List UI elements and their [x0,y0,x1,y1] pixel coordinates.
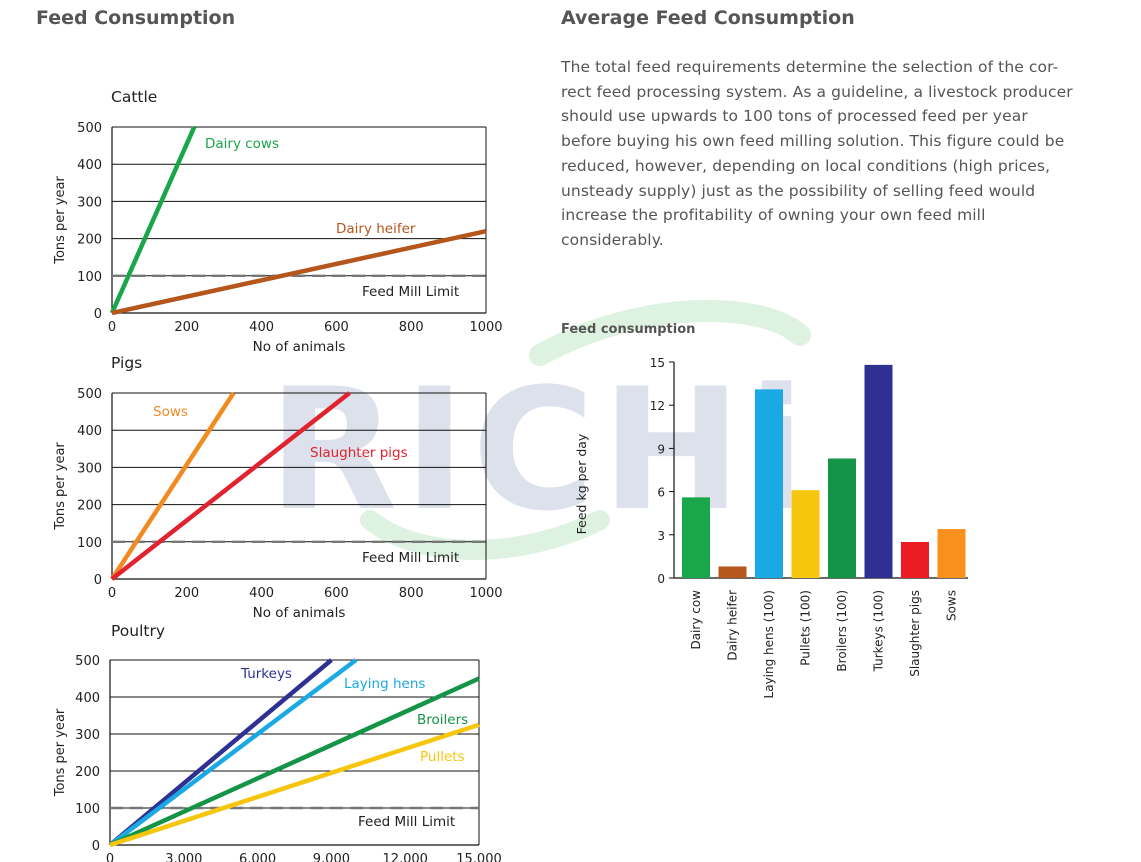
poultry-chart: Poultry 0 100 200 300 400 500 0 3,000 6,000 9,000 1… [53,622,502,862]
series-line-sows [110,391,236,581]
series-line-broilers [109,676,480,848]
bar-y-tick-label: 12 [650,399,665,413]
bar-category-label: Sows [945,590,959,621]
y-tick-label: 400 [75,691,100,706]
x-tick-label: 0 [108,320,116,335]
cattle-chart: Cattle 0 100 200 300 400 500 0 200 400 600 800 1000 N… [53,88,503,355]
series-line-dairy-heifer [111,228,487,316]
pigs-chart-title: Pigs [111,354,142,372]
bar-category-label: Laying hens (100) [762,590,776,698]
bar-y-tick-label: 0 [657,572,665,586]
x-tick-label: 0 [106,852,114,862]
bar-category-label: Slaughter pigs [908,590,922,677]
y-tick-label: 0 [94,573,102,588]
y-tick-label: 0 [92,839,100,854]
x-tick-label: 200 [174,586,199,601]
series-line-turkeys [108,658,333,847]
pigs-chart: Pigs 0 100 200 300 400 500 0 200 400 600 800 1000 No … [53,354,503,621]
feed-mill-limit-label: Feed Mill Limit [362,550,459,566]
left-section-heading: Feed Consumption [36,7,236,29]
y-tick-label: 300 [77,195,102,210]
bar-category-label: Dairy cow [689,590,703,650]
y-tick-label: 300 [77,461,102,476]
y-tick-label: 200 [77,233,102,248]
bar-y-tick-label: 15 [650,356,665,370]
x-tick-label: 800 [399,586,424,601]
x-tick-label: 600 [324,586,349,601]
poultry-chart-title: Poultry [111,622,165,640]
intro-paragraph: The total feed requirements determine th… [561,58,1073,249]
y-tick-label: 400 [77,158,102,173]
y-tick-label: 500 [75,654,100,669]
series-line-laying-hens [108,658,358,847]
x-tick-label: 600 [324,320,349,335]
y-axis-title: Tons per year [53,442,68,531]
bar-broilers-100 [828,458,856,578]
bar-slaughter-pigs [901,542,929,578]
feed-consumption-bar-chart: Feed consumption 0 3 6 9 12 15 Feed kg per day D… [561,322,968,698]
y-tick-label: 500 [77,387,102,402]
feed-mill-limit-label: Feed Mill Limit [358,814,455,830]
series-label-pullets: Pullets [420,749,465,765]
y-tick-label: 200 [77,499,102,514]
bar-category-label: Pullets (100) [799,590,813,666]
y-tick-label: 200 [75,765,100,780]
bar-category-label: Broilers (100) [835,590,849,672]
bar-y-tick-label: 6 [657,486,665,500]
y-axis-title: Tons per year [53,176,68,265]
series-label-laying-hens: Laying hens [344,676,425,692]
y-tick-label: 400 [77,424,102,439]
series-label-dairy-heifer: Dairy heifer [336,221,416,237]
x-tick-label: 200 [174,320,199,335]
bar-category-label: Turkeys (100) [872,590,886,672]
x-tick-label: 0 [108,586,116,601]
x-tick-label: 800 [399,320,424,335]
series-label-sows: Sows [153,404,188,420]
bar-dairy-cow [682,497,710,578]
x-tick-label: 6,000 [239,852,276,862]
watermark-logo: RICHi [268,299,811,560]
bar-sows [937,529,966,578]
bar-turkeys-100 [864,364,893,578]
series-line-dairy-cows [109,126,197,314]
x-tick-label: 400 [249,320,274,335]
y-tick-label: 0 [94,307,102,322]
x-axis-title: No of animals [253,605,346,621]
bar-y-tick-label: 3 [657,529,665,543]
bar-laying-hens-100 [755,389,783,578]
bar-chart-title: Feed consumption [561,322,695,337]
bar-y-axis-title: Feed kg per day [574,433,589,534]
bar-pullets-100 [791,490,820,578]
x-axis-title: No of animals [253,339,346,355]
right-section-heading: Average Feed Consumption [561,7,855,29]
y-tick-label: 100 [77,270,102,285]
series-label-slaughter-pigs: Slaughter pigs [310,445,408,461]
x-tick-label: 1000 [469,586,502,601]
x-tick-label: 9,000 [313,852,350,862]
watermark-text: RICHi [268,352,811,548]
x-tick-label: 400 [249,586,274,601]
x-tick-label: 12,000 [382,852,428,862]
y-tick-label: 300 [75,728,100,743]
feed-mill-limit-label: Feed Mill Limit [362,284,459,300]
cattle-chart-title: Cattle [111,88,157,106]
series-label-broilers: Broilers [417,712,468,728]
y-tick-label: 100 [77,536,102,551]
bar-y-tick-label: 9 [657,442,665,456]
x-tick-label: 3,000 [165,852,202,862]
series-line-slaughter-pigs [110,391,351,581]
y-tick-label: 500 [77,121,102,136]
x-tick-label: 1000 [469,320,502,335]
series-line-pullets [109,722,480,848]
y-tick-label: 100 [75,802,100,817]
x-tick-label: 15,000 [456,852,502,862]
bar-category-label: Dairy heifer [726,590,740,661]
bar-dairy-heifer [718,566,747,578]
series-label-turkeys: Turkeys [240,666,292,682]
y-axis-title: Tons per year [53,708,68,797]
series-label-dairy-cows: Dairy cows [205,136,279,152]
